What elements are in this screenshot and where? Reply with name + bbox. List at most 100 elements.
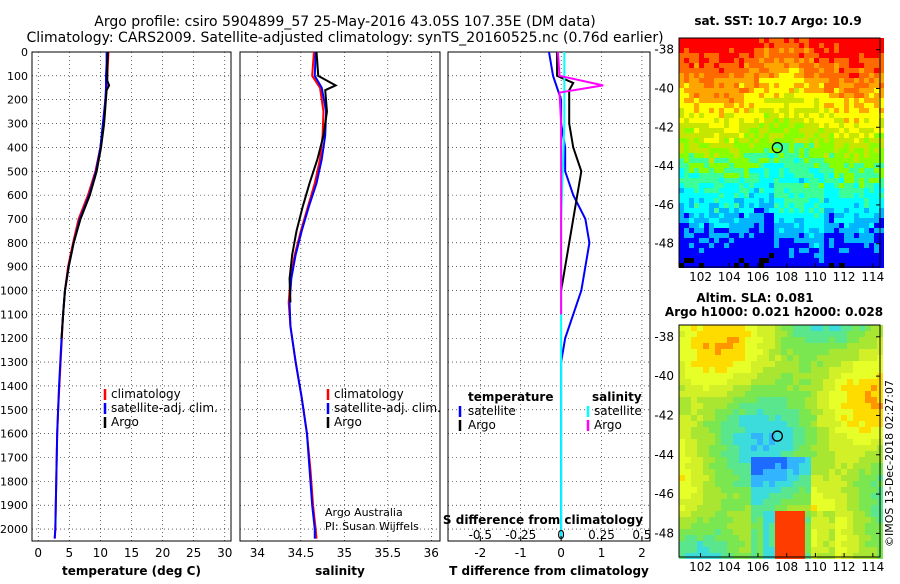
sst-cell <box>744 108 749 113</box>
sst-cell <box>774 263 779 268</box>
sla-cell <box>715 523 721 529</box>
sst-cell <box>749 93 754 98</box>
legend-label: satellite-adj. clim. <box>334 401 441 415</box>
sst-cell <box>869 73 874 78</box>
sla-cell <box>787 541 793 547</box>
sst-cell <box>784 203 789 208</box>
sst-cell <box>784 43 789 48</box>
sla-cell <box>679 481 685 487</box>
sst-cell <box>729 103 734 108</box>
sla-cell <box>871 493 877 499</box>
sla-cell <box>709 385 715 391</box>
sst-cell <box>794 173 799 178</box>
sst-cell <box>794 73 799 78</box>
sst-cell <box>879 223 884 228</box>
sst-cell <box>679 193 684 198</box>
sst-cell <box>744 63 749 68</box>
sla-cell <box>823 433 829 439</box>
sla-cell <box>751 427 757 433</box>
sst-cell <box>774 88 779 93</box>
sst-cell <box>774 43 779 48</box>
sst-cell <box>839 118 844 123</box>
sla-cell <box>727 541 733 547</box>
y-tick-label: 500 <box>7 165 28 178</box>
sla-cell <box>715 379 721 385</box>
sla-cell <box>733 535 739 541</box>
sla-cell <box>871 409 877 415</box>
sla-cell <box>859 517 865 523</box>
sla-cell <box>781 487 787 493</box>
sst-cell <box>754 103 759 108</box>
sst-cell <box>829 148 834 153</box>
sst-cell <box>719 188 724 193</box>
sst-cell <box>804 228 809 233</box>
sst-cell <box>794 243 799 248</box>
sst-cell <box>799 143 804 148</box>
sla-cell <box>733 493 739 499</box>
sst-cell <box>739 138 744 143</box>
sst-cell <box>714 203 719 208</box>
sst-cell <box>834 113 839 118</box>
sla-cell <box>703 463 709 469</box>
sst-cell <box>694 148 699 153</box>
sst-cell <box>799 248 804 253</box>
sst-cell <box>739 208 744 213</box>
sla-cell <box>823 421 829 427</box>
sst-cell <box>839 148 844 153</box>
sst-cell <box>849 178 854 183</box>
sla-cell <box>745 337 751 343</box>
sst-cell <box>789 173 794 178</box>
sst-cell <box>684 178 689 183</box>
sst-cell <box>734 213 739 218</box>
sla-cell <box>763 511 769 517</box>
sst-cell <box>774 233 779 238</box>
sst-cell <box>759 238 764 243</box>
sst-cell <box>874 43 879 48</box>
sla-cell <box>787 493 793 499</box>
sst-cell <box>709 163 714 168</box>
sst-cell <box>749 228 754 233</box>
sst-cell <box>774 218 779 223</box>
sst-cell <box>854 183 859 188</box>
sla-cell <box>757 361 763 367</box>
sst-cell <box>719 228 724 233</box>
sla-cell <box>805 409 811 415</box>
sst-cell <box>754 173 759 178</box>
sst-cell <box>694 223 699 228</box>
sst-cell <box>804 253 809 258</box>
sst-cell <box>794 43 799 48</box>
sst-cell <box>739 168 744 173</box>
sst-cell <box>844 83 849 88</box>
sla-cell <box>835 427 841 433</box>
map-x-tick-label: 104 <box>718 270 741 284</box>
sst-cell <box>704 73 709 78</box>
sst-cell <box>789 238 794 243</box>
sla-cell <box>739 325 745 331</box>
sla-cell <box>871 397 877 403</box>
sla-cell <box>811 433 817 439</box>
sst-cell <box>764 183 769 188</box>
sst-cell <box>809 143 814 148</box>
sla-cell <box>715 403 721 409</box>
sla-cell <box>739 337 745 343</box>
sst-cell <box>849 208 854 213</box>
sst-cell <box>879 238 884 243</box>
sla-cell <box>865 331 871 337</box>
sst-cell <box>769 158 774 163</box>
sst-cell <box>709 178 714 183</box>
sla-cell <box>697 529 703 535</box>
sla-cell <box>859 391 865 397</box>
sst-cell <box>879 208 884 213</box>
sst-cell <box>874 193 879 198</box>
sst-cell <box>739 173 744 178</box>
sst-cell <box>729 98 734 103</box>
sla-cell <box>805 355 811 361</box>
sst-cell <box>799 238 804 243</box>
sst-cell <box>769 53 774 58</box>
sla-cell <box>835 481 841 487</box>
sst-cell <box>749 248 754 253</box>
sla-cell <box>715 409 721 415</box>
sst-cell <box>724 63 729 68</box>
sst-cell <box>679 148 684 153</box>
sst-cell <box>849 148 854 153</box>
